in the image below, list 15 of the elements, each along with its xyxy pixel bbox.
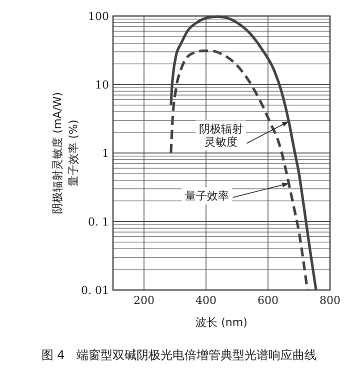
y-axis-title: 阴极辐射灵敏度 (mA/W) 量子效率 (%) [51,92,80,214]
annotation: 量子效率 [184,189,229,202]
x-tick-label: 200 [134,294,154,307]
x-tick-label: 600 [258,294,278,307]
x-tick-label: 800 [320,294,340,307]
y-tick-label: 100 [88,10,109,23]
y-tick-label: 0. 01 [81,284,109,297]
x-axis-title: 波长 (nm) [196,316,248,329]
line-series [170,15,318,292]
annotation: 阴极辐射灵敏度 [198,122,243,148]
caption: 图 4 端窗型双碱阴极光电倍增管典型光谱响应曲线 [41,348,317,362]
x-tick-label: 400 [196,294,216,307]
y-tick-label: 1 [102,147,109,160]
y-tick-label: 10 [95,78,109,92]
y-tick-label: 0. 1 [88,216,109,228]
